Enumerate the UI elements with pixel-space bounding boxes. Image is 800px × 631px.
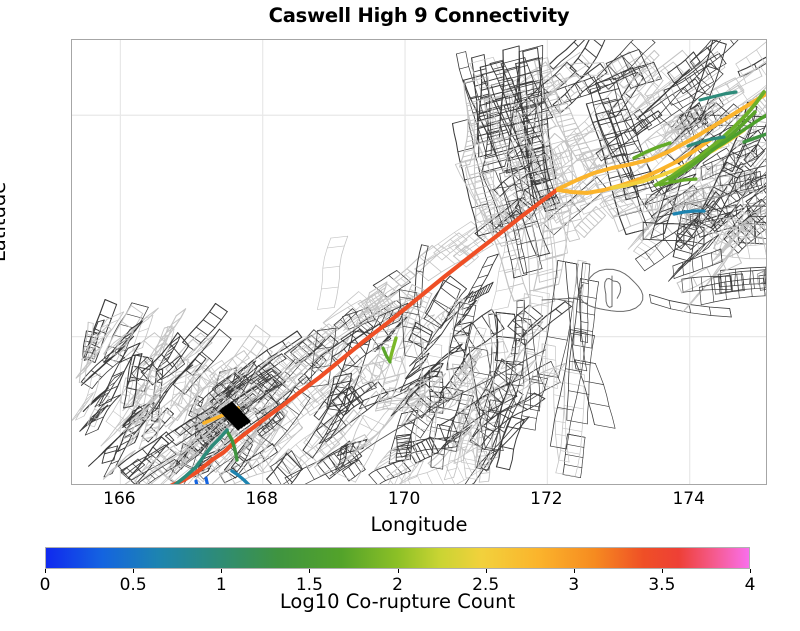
- fault-map-svg: [72, 40, 766, 484]
- colorbar-tick: [573, 569, 575, 573]
- fault-trace: [230, 469, 251, 484]
- xtick-label: 166: [103, 489, 136, 509]
- fault-trace: [169, 186, 561, 484]
- source-fault-segment: [225, 403, 248, 427]
- colorbar-tick: [309, 569, 311, 573]
- colorbar-tick-label: 1: [215, 575, 227, 595]
- colorbar-tick: [397, 569, 399, 573]
- source-fault-highlight: [219, 401, 251, 431]
- x-axis-label: Longitude: [370, 513, 468, 536]
- xtick-label: 170: [387, 489, 421, 509]
- fault-trace: [173, 428, 229, 484]
- xtick-label: 168: [245, 489, 278, 509]
- colorbar-container[interactable]: 0 0.5 1 1.5 2 2.5 3 3.5 4: [40, 547, 755, 595]
- colorbar-tick: [485, 569, 487, 573]
- colorbar-tick-label: 3.5: [648, 575, 676, 595]
- fault-trace: [698, 90, 738, 102]
- colorbar-tick-label: 3: [568, 575, 580, 595]
- xtick-label: 174: [672, 489, 705, 509]
- colorbar-tick: [750, 569, 751, 573]
- source-fault-segment: [219, 407, 242, 431]
- fault-trace: [742, 132, 766, 144]
- colored-fault-traces: [169, 90, 766, 484]
- colorbar-tick-label: 0: [39, 575, 51, 595]
- y-axis-label: Latitude: [0, 181, 10, 262]
- colorbar-label: Log10 Co-rupture Count: [279, 590, 516, 613]
- source-fault-segment: [222, 405, 245, 429]
- colorbar-tick: [221, 569, 223, 573]
- fault-trace: [710, 113, 766, 152]
- fault-trace: [632, 141, 672, 160]
- page-title: Caswell High 9 Connectivity: [268, 4, 570, 27]
- colorbar-tick-label: 4: [744, 575, 756, 595]
- fault-trace: [556, 138, 712, 195]
- fault-trace: [381, 346, 392, 364]
- xtick-label: 172: [530, 489, 563, 509]
- fault-network-background: [72, 40, 766, 484]
- colorbar-tick: [133, 569, 135, 573]
- colorbar-tick-label: 0.5: [119, 575, 147, 595]
- colorbar-tick-label: 2: [392, 575, 403, 595]
- map-plot-area[interactable]: [71, 39, 767, 485]
- colorbar-gradient[interactable]: [45, 547, 750, 569]
- fault-trace: [672, 209, 706, 216]
- fault-trace: [658, 177, 698, 187]
- colorbar-tick-label: 2.5: [472, 575, 500, 595]
- fault-trace: [556, 92, 766, 191]
- fault-trace: [388, 336, 398, 362]
- fault-trace: [225, 429, 239, 462]
- colorbar-tick-label: 1.5: [295, 575, 323, 595]
- colorbar-tick: [45, 569, 46, 573]
- fault-trace: [686, 135, 726, 148]
- fault-trace: [654, 90, 766, 187]
- source-fault-segment: [228, 401, 251, 425]
- fault-trace: [204, 476, 209, 484]
- colorbar-tick: [661, 569, 663, 573]
